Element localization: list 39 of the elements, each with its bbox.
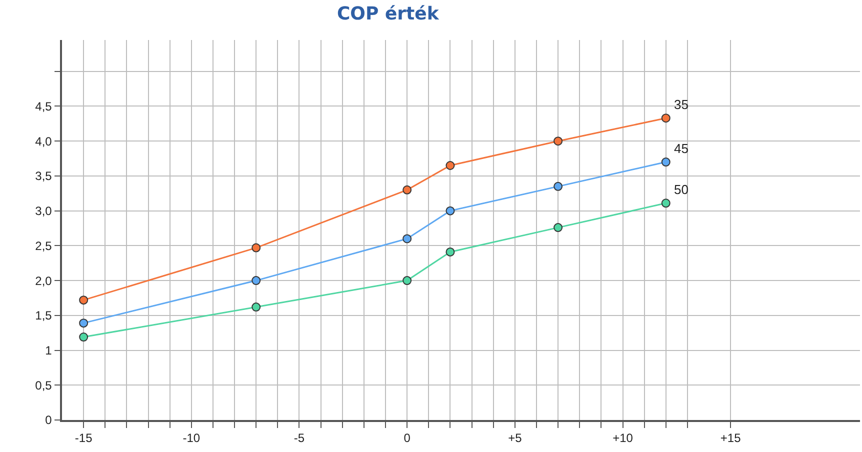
point	[554, 182, 563, 191]
point	[402, 234, 412, 244]
x-tick-label: -5	[294, 431, 305, 446]
point	[554, 223, 563, 232]
y-tick-label: 1	[45, 343, 52, 358]
series-label: 50	[674, 182, 688, 197]
point	[79, 332, 88, 342]
point	[252, 276, 261, 286]
y-tick-label: 4,0	[35, 134, 52, 148]
x-tick-label: +15	[720, 431, 742, 446]
x-tick-label: -10	[182, 431, 200, 446]
y-tick-label: 1,5	[35, 308, 52, 323]
point	[446, 161, 455, 170]
point	[252, 302, 261, 312]
y-tick-label: 2,5	[35, 238, 52, 253]
point	[402, 185, 412, 194]
point	[402, 276, 412, 286]
x-tick-label: +10	[612, 431, 634, 446]
point	[661, 158, 670, 167]
point	[554, 136, 563, 146]
y-tick-label: 0	[45, 413, 52, 428]
point	[446, 206, 455, 216]
point	[79, 318, 88, 328]
point	[661, 198, 670, 208]
series-label: 45	[674, 141, 688, 156]
y-tick-label: 3,5	[35, 169, 52, 184]
x-tick-label: -15	[74, 431, 93, 446]
x-tick-label: 0	[404, 431, 411, 446]
y-tick-label: 2,0	[35, 274, 52, 288]
series-label: 35	[674, 97, 688, 112]
point	[79, 296, 88, 305]
y-tick-label: 4,5	[35, 99, 52, 114]
x-tick-label: +5	[508, 431, 522, 446]
y-tick-label: 3,0	[35, 204, 52, 218]
chart-title: COP érték	[336, 3, 440, 24]
y-tick-label: 0,5	[35, 378, 52, 392]
point	[252, 243, 261, 252]
point	[661, 114, 670, 123]
point	[446, 247, 455, 256]
